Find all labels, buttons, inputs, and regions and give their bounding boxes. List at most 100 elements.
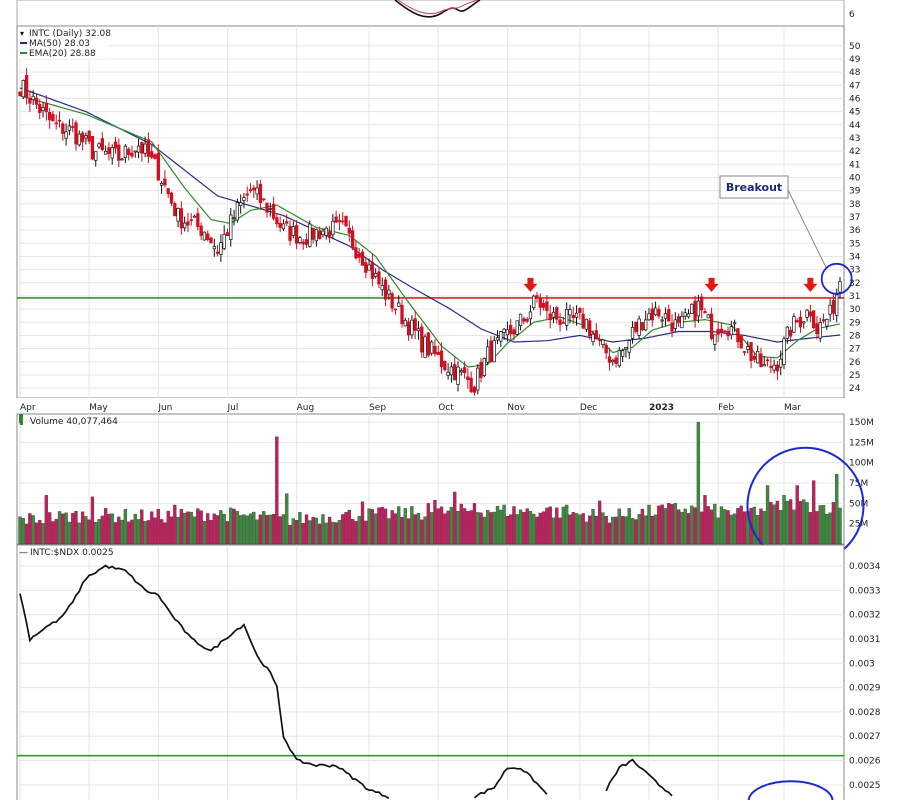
volume-bar [686,513,691,545]
candle [597,339,602,341]
candle [808,311,813,317]
candle [311,227,315,240]
volume-bar [769,502,773,545]
candle [739,335,743,349]
candle [792,316,796,333]
volume-bar [54,518,58,545]
volume-bar [429,512,434,545]
volume-bar [90,496,95,545]
month-label: 2023 [649,403,674,413]
volume-bar [377,507,381,545]
candle [215,251,220,254]
candle [133,150,137,153]
candle [433,345,437,355]
volume-bar [344,512,348,545]
candle [51,113,55,122]
relative-plot-area [16,544,845,804]
volume-bar [742,511,747,545]
candle [795,320,799,323]
volume-bar [555,507,559,545]
candle [591,333,595,343]
candle [370,262,375,279]
candle [423,336,427,358]
candle [110,147,114,159]
volume-bar [173,504,177,545]
volume-bar [472,503,477,545]
volume-bar [77,522,81,545]
candle [686,313,691,318]
volume-bar [199,510,203,545]
volume-bar [436,508,440,545]
relative-title: INTC:$NDX 0.0025 [30,548,114,558]
volume-bar [406,518,411,545]
price-tick-label: 45 [849,108,860,118]
candle [611,359,615,363]
candle [288,225,292,241]
candle [77,133,81,146]
candle [601,339,605,345]
volume-bar [28,513,32,545]
candle [258,183,263,204]
candle [650,308,654,321]
candle [38,104,42,113]
candle [788,329,793,337]
volume-bar [268,514,272,545]
candle [271,203,276,219]
candle [502,328,506,333]
volume-bar [476,512,480,545]
month-label: Jun [157,403,172,413]
volume-bar [449,506,454,545]
candle [815,323,819,334]
volume-bar [693,507,697,545]
volume-bar [518,509,523,545]
top-axis-tick: 6 [849,10,855,20]
volume-bar [186,511,190,545]
candle [265,202,269,213]
candle [802,321,806,324]
candle [318,230,322,240]
candle [640,322,645,331]
candle [87,130,91,142]
candle [703,311,707,314]
candle [818,322,822,339]
candle [127,148,131,156]
month-label: Feb [718,403,734,413]
candle [759,353,763,368]
candle [429,341,434,354]
candle [752,355,757,360]
candle [673,319,677,329]
candle [219,242,223,255]
volume-bar [324,522,328,545]
volume-bar [788,499,793,545]
volume-bar [752,506,757,545]
month-label: Oct [438,403,454,413]
volume-bar [301,523,305,545]
volume-bar [453,491,457,545]
breakout-label: Breakout [726,181,782,194]
candle [387,289,391,295]
resistance-arrows [523,277,818,292]
volume-bar [423,516,427,545]
candle [327,231,332,239]
volume-bar [143,521,147,545]
volume-bar [617,508,622,545]
volume-bar [502,504,506,545]
price-title: INTC (Daily) 32.08 [29,29,111,39]
volume-bar [495,505,500,545]
candle [209,237,213,244]
candle [574,312,579,318]
candle [561,322,566,324]
volume-bar [532,513,536,545]
candle [94,151,98,161]
volume-bar [673,503,677,545]
candle [235,202,239,221]
volume-bar [100,515,104,545]
price-tick-label: 50 [849,42,861,52]
volume-bar [113,522,118,545]
candle [621,350,625,357]
volume-bar [354,521,358,545]
volume-bar [653,514,658,545]
volume-bar [611,516,615,545]
candle [163,178,167,186]
relative-tick-label: 0.0026 [849,757,881,767]
